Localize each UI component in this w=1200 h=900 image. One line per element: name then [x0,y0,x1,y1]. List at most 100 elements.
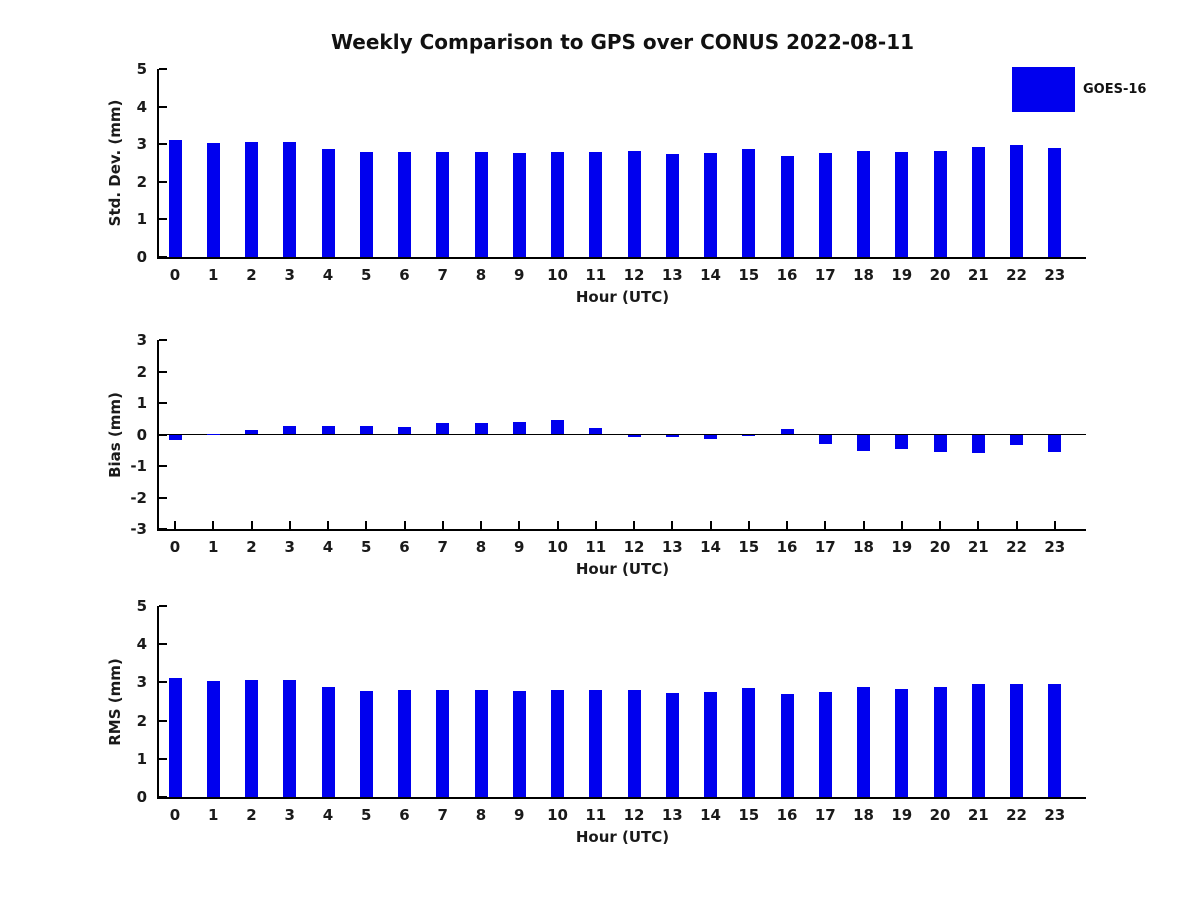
x-tick-label: 1 [208,538,219,556]
y-tick-label: -1 [130,457,147,475]
bar [321,148,335,257]
x-tick-label: 1 [208,806,219,824]
legend-swatch [1012,67,1075,112]
x-tick-label: 22 [1006,806,1027,824]
bar [742,687,756,797]
x-tick-label: 22 [1006,538,1027,556]
bar [474,151,488,257]
bar [627,434,641,438]
y-tick [159,143,167,146]
x-tick-label: 18 [853,806,874,824]
x-tick-label: 4 [322,266,334,284]
x-tick-label: 0 [169,266,181,284]
x-tick [518,521,521,529]
bar [704,434,717,439]
x-tick [824,521,827,529]
x-tick-label: 7 [437,266,448,284]
x-tick-label: 4 [322,538,334,556]
bar [245,142,258,257]
x-axis-line [157,529,1086,531]
x-tick [556,521,559,529]
y-tick [159,256,167,258]
x-tick [747,521,750,529]
y-tick-label: 2 [136,711,147,730]
x-tick-label: 15 [738,806,760,824]
x-tick-label: 5 [361,538,372,556]
bar [283,425,297,435]
x-tick-label: 0 [169,538,181,556]
bar [780,155,794,257]
bar [474,689,488,797]
bar [857,686,870,797]
y-tick [159,370,167,373]
x-tick-label: 23 [1044,806,1066,824]
bar [436,151,450,257]
bar [168,434,182,441]
y-axis-label: Std. Dev. (mm) [106,99,124,227]
x-tick-label: 21 [967,266,989,284]
y-tick-label: 2 [136,172,147,191]
x-tick-label: 9 [514,538,525,556]
bar [589,151,603,257]
y-tick [159,105,167,108]
x-tick-label: 9 [514,266,525,284]
bar [971,147,985,257]
bar [551,420,564,435]
x-tick-label: 15 [738,538,760,556]
y-tick-label: 0 [136,425,147,444]
y-tick-label: 3 [136,135,147,154]
y-tick [159,402,167,404]
bar [512,690,526,797]
x-tick-label: 17 [814,538,836,556]
bar [895,434,909,449]
bar [436,689,450,797]
bar [168,677,182,797]
bar [704,153,717,257]
x-tick [862,521,865,529]
y-tick [159,643,167,646]
bar [206,142,220,257]
bar [627,150,641,257]
bar [1048,147,1062,257]
bar [245,680,258,797]
x-tick-label: 16 [776,538,798,556]
x-tick-label: 9 [514,806,525,824]
bar [398,690,411,797]
x-tick-label: 16 [776,266,798,284]
bar [321,425,335,435]
x-tick-label: 4 [322,806,334,824]
y-tick-label: 3 [136,673,147,692]
x-tick-label: 6 [399,538,410,556]
bar [512,421,526,435]
y-tick-label: 1 [136,210,147,229]
y-axis-label: Bias (mm) [106,391,124,478]
x-tick-label: 2 [246,538,257,556]
x-axis-label: Hour (UTC) [575,288,670,306]
x-tick-label: 11 [585,538,607,556]
x-tick-label: 10 [547,538,568,556]
bar [1010,434,1023,445]
bar [1010,144,1023,257]
bar [398,426,411,435]
y-tick [159,605,167,607]
bar [857,150,870,257]
x-tick [403,521,406,529]
x-tick-label: 13 [661,538,683,556]
y-tick [159,433,167,436]
bar [436,423,450,435]
bar [359,690,373,797]
legend-label: GOES-16 [1083,82,1147,97]
x-tick-label: 14 [700,806,721,824]
x-tick-label: 17 [814,266,836,284]
y-axis-line [157,69,159,259]
x-tick [365,521,368,529]
x-axis-line [157,797,1086,799]
bar [742,434,756,437]
x-tick-label: 22 [1006,266,1027,284]
y-tick [159,719,167,722]
legend: GOES-16 [1012,67,1146,112]
y-tick-label: 0 [136,788,147,806]
x-tick-label: 13 [661,806,683,824]
bar [245,429,258,435]
bar [589,690,603,797]
